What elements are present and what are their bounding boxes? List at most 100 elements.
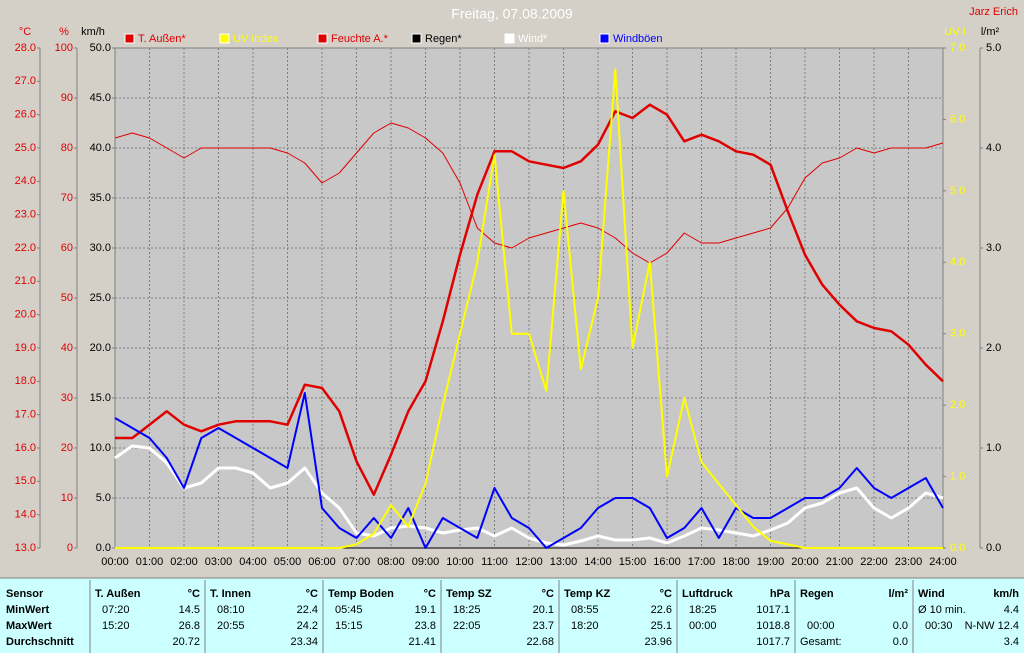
series-line xyxy=(115,68,943,549)
column-unit: km/h xyxy=(993,588,1019,600)
cell-value: 4.4 xyxy=(1004,604,1019,616)
cell-value: 21.41 xyxy=(408,636,436,648)
y-tick-label: 3.0 xyxy=(950,328,965,340)
row-label: MaxWert xyxy=(6,620,52,632)
legend-swatch xyxy=(411,33,422,44)
legend-label: Feuchte A.* xyxy=(331,33,389,45)
column-unit: l/m² xyxy=(888,588,908,600)
column-unit: °C xyxy=(660,588,672,600)
cell-value: 0.0 xyxy=(893,636,908,648)
y-tick-label: 30 xyxy=(61,392,73,404)
x-tick-label: 05:00 xyxy=(274,556,302,568)
cell-value: 23.7 xyxy=(533,620,554,632)
y-tick-label: 22.0 xyxy=(15,242,36,254)
y-tick-label: 35.0 xyxy=(90,192,111,204)
x-tick-label: 17:00 xyxy=(688,556,716,568)
x-tick-label: 11:00 xyxy=(481,556,508,568)
y-tick-label: 26.0 xyxy=(15,109,36,121)
y-tick-label: 40 xyxy=(61,342,73,354)
y-axis-title: l/m² xyxy=(981,26,1000,38)
x-tick-label: 22:00 xyxy=(860,556,888,568)
cell-time: 07:20 xyxy=(102,604,130,616)
y-tick-label: 90 xyxy=(61,92,73,104)
cell-value: 1017.7 xyxy=(756,636,790,648)
column-unit: °C xyxy=(306,588,318,600)
cell-time: 05:45 xyxy=(335,604,363,616)
cell-value: 20.1 xyxy=(533,604,554,616)
y-tick-label: 16.0 xyxy=(15,442,36,454)
x-tick-label: 19:00 xyxy=(757,556,785,568)
y-tick-label: 10.0 xyxy=(90,442,111,454)
cell-value: 23.34 xyxy=(290,636,318,648)
y-tick-label: 4.0 xyxy=(950,256,965,268)
y-tick-label: 1.0 xyxy=(950,470,965,482)
legend-swatch xyxy=(317,33,328,44)
cell-label: Gesamt: xyxy=(800,636,842,648)
x-tick-label: 04:00 xyxy=(239,556,267,568)
y-tick-label: 27.0 xyxy=(15,75,36,87)
row-label: Sensor xyxy=(6,588,44,600)
y-tick-label: 60 xyxy=(61,242,73,254)
column-name: Luftdruck xyxy=(682,588,734,600)
legend-label: UV Index xyxy=(233,33,279,45)
table-background xyxy=(0,578,1024,653)
legend-label: Windböen xyxy=(613,33,663,45)
cell-value: 20.72 xyxy=(172,636,200,648)
cell-time: 00:30 xyxy=(925,620,953,632)
row-label: MinWert xyxy=(6,604,50,616)
y-tick-label: 20 xyxy=(61,442,73,454)
y-tick-label: 2.0 xyxy=(950,399,965,411)
y-tick-label: 30.0 xyxy=(90,242,111,254)
y-tick-label: 21.0 xyxy=(15,275,36,287)
x-tick-label: 13:00 xyxy=(550,556,578,568)
y-axis-title: % xyxy=(59,26,69,38)
y-tick-label: 24.0 xyxy=(15,175,36,187)
legend-swatch xyxy=(504,33,515,44)
y-tick-label: 10 xyxy=(61,492,73,504)
cell-value: 19.1 xyxy=(415,604,436,616)
legend-label: Regen* xyxy=(425,33,462,45)
y-tick-label: 17.0 xyxy=(15,409,36,421)
y-tick-label: 14.0 xyxy=(15,509,36,521)
cell-value: 26.8 xyxy=(179,620,200,632)
cell-time: 08:55 xyxy=(571,604,599,616)
x-tick-label: 12:00 xyxy=(515,556,543,568)
x-tick-label: 18:00 xyxy=(722,556,750,568)
cell-time: 18:20 xyxy=(571,620,599,632)
cell-value: 14.5 xyxy=(179,604,200,616)
y-tick-label: 4.0 xyxy=(986,142,1001,154)
cell-time: 00:00 xyxy=(689,620,717,632)
legend-swatch xyxy=(124,33,135,44)
cell-value: 22.4 xyxy=(297,604,318,616)
column-name: Temp KZ xyxy=(564,588,611,600)
y-tick-label: 0.0 xyxy=(950,542,965,554)
cell-value: N-NW 12.4 xyxy=(965,620,1019,632)
y-tick-label: 5.0 xyxy=(986,42,1001,54)
y-tick-label: 3.0 xyxy=(986,242,1001,254)
cell-time: 22:05 xyxy=(453,620,481,632)
legend-swatch xyxy=(599,33,610,44)
x-tick-label: 02:00 xyxy=(170,556,198,568)
column-unit: °C xyxy=(424,588,436,600)
x-tick-label: 10:00 xyxy=(446,556,474,568)
cell-time: 15:20 xyxy=(102,620,130,632)
x-tick-label: 24:00 xyxy=(929,556,957,568)
y-tick-label: 6.0 xyxy=(950,113,965,125)
cell-value: 0.0 xyxy=(893,620,908,632)
cell-value: 24.2 xyxy=(297,620,318,632)
y-tick-label: 25.0 xyxy=(90,292,111,304)
y-tick-label: 100 xyxy=(55,42,73,54)
y-tick-label: 20.0 xyxy=(90,342,111,354)
y-tick-label: 50.0 xyxy=(90,42,111,54)
y-tick-label: 45.0 xyxy=(90,92,111,104)
y-tick-label: 25.0 xyxy=(15,142,36,154)
y-tick-label: 15.0 xyxy=(15,475,36,487)
row-label: Durchschnitt xyxy=(6,636,74,648)
y-axis-title: km/h xyxy=(81,26,105,38)
column-name: Temp SZ xyxy=(446,588,492,600)
x-tick-label: 23:00 xyxy=(895,556,923,568)
y-tick-label: 18.0 xyxy=(15,375,36,387)
series-line xyxy=(114,444,944,547)
cell-value: 1017.1 xyxy=(756,604,790,616)
